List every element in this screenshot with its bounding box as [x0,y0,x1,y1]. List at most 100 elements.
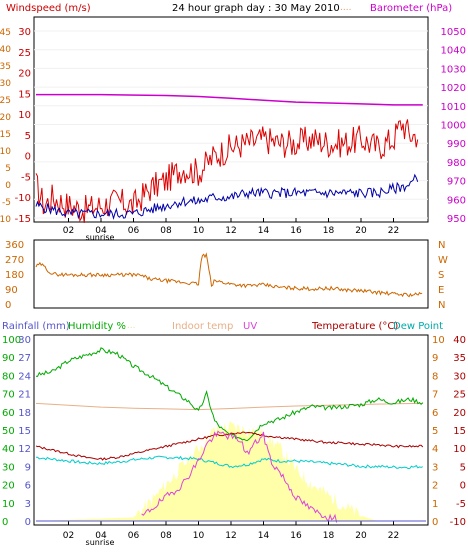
temperature-label: Temperature (°C) [311,321,398,332]
temp-tick: 15 [453,426,466,437]
x-tick-label: 08 [160,531,172,541]
wind-average-line [35,173,419,221]
wind-tick-a: 30 [0,79,11,89]
dir-tick: 360 [5,240,24,251]
baro-tick: 1020 [441,83,466,94]
wind-tick-a: 15 [0,130,11,140]
header-dots: .... [340,3,351,13]
temp-tick: 40 [453,335,466,346]
compass-tick: S [438,270,444,281]
rain-tick: 0 [25,517,31,528]
indoor-tick: 3 [432,462,438,473]
x-tick-label: 02 [63,226,74,236]
indoor-tick: 5 [432,426,438,437]
wind-tick-b: 30 [18,27,31,38]
x-tick-label: 08 [160,226,172,236]
x-tick-label: 22 [388,531,399,541]
humidity-tick: 100 [2,335,21,346]
x-tick-label: 18 [323,226,335,236]
humidity-tick: 80 [2,371,15,382]
wind-tick-a: 45 [0,28,11,38]
x-tick-label: 16 [290,226,302,236]
baro-tick: 950 [447,214,466,225]
wind-barometer-panel: 1050104010301020101010009909809709609504… [0,16,466,242]
humidity-tick: 10 [2,499,15,510]
wind-gust-line [35,119,419,223]
wind-direction-panel: 360 N 270 W 180 S 90 E 0 N [5,239,448,311]
x-tick-label: 10 [193,531,205,541]
humidity-tick: 20 [2,481,15,492]
wind-tick-b: 25 [18,48,31,59]
x-tick-label: 12 [225,531,236,541]
indoor-tick: 7 [432,390,438,401]
rain-tick: 12 [18,444,31,455]
baro-tick: 980 [447,158,466,169]
dir-tick: 270 [5,255,24,266]
wind-tick-b: 10 [18,110,31,121]
panel-2-frame [33,239,429,309]
wind-tick-a: -5 [2,198,11,208]
temp-tick: -5 [456,499,466,510]
wind-tick-a: 35 [0,62,11,72]
wind-tick-a: -10 [0,215,11,225]
x-tick-label: 04 [95,226,107,236]
wind-tick-b: -10 [15,193,31,204]
wind-tick-a: 5 [5,164,11,174]
barometer-line [36,93,423,106]
panel-1-frame [33,16,429,223]
dir-tick: 90 [5,285,18,296]
uv-line [141,430,338,523]
x-tick-label: 20 [355,226,367,236]
barometer-label: Barometer (hPa) [370,3,452,14]
windspeed-label: Windspeed (m/s) [6,3,91,14]
baro-tick: 1030 [441,64,466,75]
uv-label: UV [243,321,257,332]
x-tick-label: 04 [95,531,107,541]
temp-tick: 30 [453,371,466,382]
baro-tick: 960 [447,195,466,206]
rain-tick: 15 [18,426,31,437]
humidity-tick: 40 [2,444,15,455]
chart-title: 24 hour graph day : 30 May 2010 [172,3,340,14]
wind-tick-a: 20 [0,113,11,123]
compass-tick: N [438,300,445,311]
rain-tick: 9 [25,462,31,473]
humidity-tick: 50 [2,426,15,437]
temp-tick: 5 [460,462,466,473]
wind-tick-a: 10 [0,147,11,157]
x-tick-label: 14 [258,226,270,236]
dew-point-label: Dew Point [393,321,443,332]
x-tick-label: 06 [128,531,140,541]
temp-tick: -10 [450,517,466,528]
temp-tick: 10 [453,444,466,455]
x-tick-label: 18 [323,531,335,541]
wind-tick-b: 15 [18,89,31,100]
temp-tick: 0 [460,481,466,492]
wind-tick-a: 40 [0,45,11,55]
x-tick-label: 02 [63,531,74,541]
wind-tick-a: 0 [5,181,11,191]
rain-tick: 3 [25,499,31,510]
baro-tick: 1050 [441,27,466,38]
indoor-tick: 10 [432,335,445,346]
x-tick-label: 22 [388,226,399,236]
x-tick-label: 16 [290,531,302,541]
x-tick-label: 20 [355,531,367,541]
sunrise-label: sunrise [86,233,115,242]
dew-point-line [36,455,423,470]
baro-tick: 1040 [441,46,466,57]
indoor-tick: 8 [432,371,438,382]
humidity-label: Humidity % [68,321,126,332]
wind-tick-b: 0 [25,152,31,163]
rain-tick: 24 [18,371,31,382]
temp-tick: 20 [453,408,466,419]
wind-tick-a: 25 [0,96,11,106]
temp-tick: 25 [453,390,466,401]
indoor-tick: 0 [432,517,438,528]
rain-tick: 30 [18,335,31,346]
rain-tick: 6 [25,481,31,492]
x-tick-label: 12 [225,226,236,236]
x-tick-label: 14 [258,531,270,541]
indoor-temp-label: Indoor temp [172,321,233,332]
compass-tick: W [438,255,448,266]
